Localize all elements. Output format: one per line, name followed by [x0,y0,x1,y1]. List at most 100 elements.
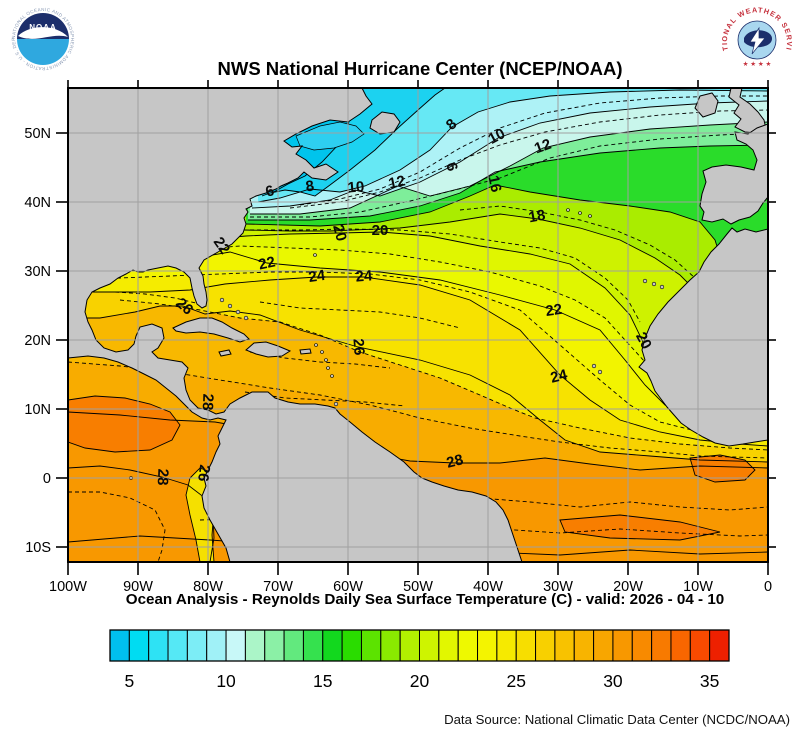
colorbar-cell [244,629,266,662]
isotherm-9-line [299,95,768,206]
contour-extra-line-1 [68,491,166,562]
map-axes: 100W 90W 80W 70W 60W 50W 40W 30W 20W 10W 0 50N 40N 30… [24,80,776,595]
colorbar-cell [593,629,614,662]
colorbar-cell [264,629,285,662]
land-newfoundland [369,111,401,135]
colorbar-cell [109,629,130,662]
colorbar-cell [186,629,208,662]
island-dot-16 [659,284,665,290]
colorbar-tick-label: 5 [124,671,134,691]
colorbar-frame [109,629,730,662]
contour-label-20: 20 [329,223,350,244]
island-dot-10 [313,253,317,257]
lake-5 [295,121,365,151]
noaa-logo-seagull [18,27,68,39]
isotherm-6-line [261,88,446,197]
contour-label-26: 26 [194,464,213,483]
x-tick-label: 50W [403,579,433,595]
land-africa [638,227,768,447]
isotherm-23-line [68,271,768,441]
land-ireland [694,92,719,118]
noaa-logo-sea [17,39,69,65]
x-tick-label: 0 [764,579,772,595]
island-dot-15 [651,281,657,287]
colorbar-tick-label: 35 [700,671,719,691]
colorbar-cell [689,629,711,662]
contour-label-28: 28 [445,451,465,472]
contour-extra-line-3 [244,391,406,407]
land-hispaniola [245,341,292,358]
island-dot-3 [243,315,249,321]
y-tick-label: 30N [24,264,51,280]
isotherm-17-line [459,205,709,301]
isotherm-8-line [257,89,768,203]
contour-label-22: 22 [257,253,277,273]
colorbar-cell [709,629,730,662]
colorbar-cell [206,629,227,662]
colorbar-cell [225,629,246,662]
isotherm-26-line [68,305,768,463]
contour-label-12: 12 [387,172,407,192]
x-tick-label: 80W [193,579,223,595]
land-jamaica [218,349,232,357]
colorbar-tick-label: 15 [313,671,332,691]
x-tick-label: 20W [613,579,643,595]
island-dot-18 [597,369,603,375]
colorbar-cell [515,629,537,662]
contour-extra-line-0 [68,465,215,562]
data-source-note: Data Source: National Climatic Data Cent… [444,712,790,727]
colorbar-cell [651,629,672,662]
colorbar-cell [148,629,169,662]
colorbar-tick-label: 10 [216,671,236,691]
colorbar-cell [128,629,150,662]
colorbar-cell [360,629,382,662]
contour-label-16: 16 [484,174,504,194]
colorbar-cell [670,629,691,662]
x-tick-label: 70W [263,579,293,595]
island-dot-12 [578,211,582,215]
isotherm-11-line [289,109,768,209]
temperature-colorbar: 5 10 15 20 25 30 35 [109,629,730,691]
pacific-warm-pool [68,395,181,453]
y-tick-label: 50N [24,126,51,142]
y-tick-label: 10S [25,540,51,556]
colorbar-cell [380,629,401,662]
colorbar-cell [535,629,556,662]
island-dot-0 [219,297,225,303]
x-tick-label: 10W [683,579,713,595]
x-tick-label: 100W [49,579,87,595]
isotherm-24-line [68,276,768,447]
isotherm-28-line [68,411,768,471]
colorbar-cell [612,629,633,662]
island-dot-1 [227,303,233,309]
land-cuba [172,317,250,343]
isotherm-19-line [250,228,641,323]
x-tick-label: 40W [473,579,503,595]
contour-label-18: 18 [527,207,546,227]
contour-label-8: 8 [305,177,316,195]
colorbar-tick-label: 20 [410,671,430,691]
contour-label-10: 10 [485,125,508,148]
map-subtitle: Ocean Analysis - Reynolds Daily Sea Surf… [126,591,724,608]
noaa-logo-wordmark: NOAA [29,23,57,32]
island-dot-4 [314,343,318,347]
island-dot-2 [235,309,241,315]
colorbar-tick-label: 25 [506,671,525,691]
island-dot-7 [326,366,330,370]
colorbar-cell [399,629,420,662]
contour-label-20: 20 [632,329,655,352]
y-tick-label: 40N [24,195,51,211]
isotherm-27-line [68,361,768,459]
colorbar-cell [496,629,517,662]
island-dot-8 [330,374,334,378]
land-puerto-rico [299,348,312,355]
colorbar-cell [341,629,362,662]
south-atlantic-warm [559,514,721,541]
island-dot-14 [642,278,648,284]
colorbar-cell [573,629,595,662]
colorbar-cell [283,629,304,662]
contour-label-26: 26 [349,338,367,356]
colorbar-cell [457,629,479,662]
